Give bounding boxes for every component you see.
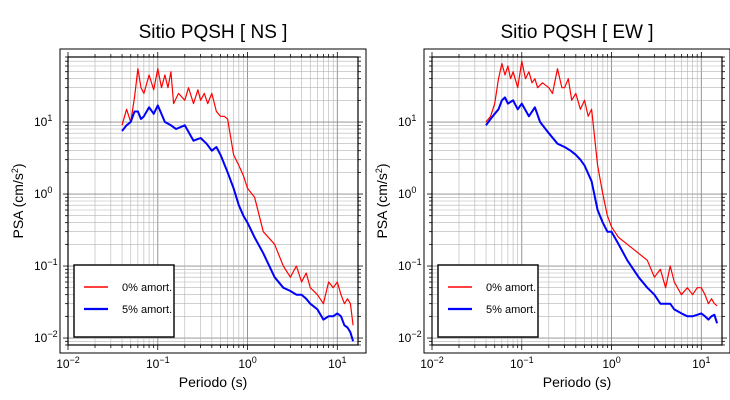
x-tick-label: 10−2 (420, 355, 444, 371)
x-tick-exp: 0 (252, 355, 257, 365)
y-tick-label: 101 (398, 113, 416, 129)
legend-label: 0% amort. (486, 282, 536, 294)
chart-title: Sitio PQSH [ NS ] (139, 22, 288, 43)
y-tick-label: 101 (34, 113, 52, 129)
outer-frame (59, 48, 367, 354)
y-tick-label: 100 (34, 185, 52, 201)
x-tick-base: 10 (238, 357, 252, 371)
legend-box (73, 264, 175, 338)
y-axis-label-main: PSA (cm/s (374, 173, 390, 238)
x-axis-label: Periodo (s) (179, 374, 247, 390)
y-tick-exp: −1 (47, 257, 57, 267)
x-tick-exp: −2 (70, 355, 80, 365)
x-tick-exp: −1 (523, 355, 533, 365)
x-tick-label: 100 (238, 355, 256, 371)
x-tick-exp: 0 (616, 355, 621, 365)
x-tick-label: 101 (328, 355, 346, 371)
series-line-amort-5 (121, 104, 355, 342)
y-tick-exp: 1 (411, 113, 416, 123)
y-tick-base: 10 (34, 115, 48, 129)
y-axis-label-main: PSA (cm/s (10, 173, 26, 238)
y-axis-label: PSA (cm/s2) (374, 163, 390, 238)
x-tick-exp: −1 (159, 355, 169, 365)
y-tick-base: 10 (398, 259, 412, 273)
series-line-amort-0 (121, 68, 354, 326)
y-tick-label: 10−1 (34, 257, 58, 273)
y-axis-label: PSA (cm/s2) (10, 163, 26, 238)
legend-label: 0% amort. (122, 282, 172, 294)
x-tick-label: 10−2 (56, 355, 80, 371)
x-tick-base: 10 (146, 357, 160, 371)
y-tick-label: 10−2 (34, 329, 58, 345)
y-axis-label-close: ) (374, 163, 390, 168)
y-tick-label: 10−2 (398, 329, 422, 345)
legend-box (437, 264, 539, 338)
x-axis-label: Periodo (s) (543, 374, 611, 390)
y-tick-exp: −2 (47, 329, 57, 339)
legend: 0% amort. 5% amort. (437, 264, 539, 338)
x-tick-base: 10 (328, 357, 342, 371)
y-axis-label-close: ) (10, 163, 26, 168)
grid-lines (432, 57, 722, 345)
plot-frame (431, 56, 723, 346)
y-axis-label-sup: 2 (374, 168, 384, 173)
y-axis-label-sup: 2 (10, 168, 20, 173)
y-tick-base: 10 (398, 331, 412, 345)
y-tick-exp: −2 (411, 329, 421, 339)
series-line-amort-5 (485, 96, 719, 324)
y-tick-label: 100 (398, 185, 416, 201)
plot-frame (67, 56, 359, 346)
x-tick-base: 10 (56, 357, 70, 371)
x-tick-label: 100 (602, 355, 620, 371)
y-tick-label: 10−1 (398, 257, 422, 273)
y-tick-base: 10 (34, 331, 48, 345)
legend-label: 5% amort. (122, 304, 172, 316)
outer-frame (423, 48, 730, 354)
y-tick-base: 10 (34, 187, 48, 201)
y-tick-exp: −1 (411, 257, 421, 267)
y-tick-base: 10 (398, 115, 412, 129)
x-tick-label: 10−1 (510, 355, 534, 371)
x-tick-base: 10 (602, 357, 616, 371)
x-tick-label: 10−1 (146, 355, 170, 371)
y-tick-exp: 1 (47, 113, 52, 123)
series-group (121, 68, 355, 342)
legend-label: 5% amort. (486, 304, 536, 316)
x-tick-label: 101 (692, 355, 710, 371)
x-tick-base: 10 (692, 357, 706, 371)
x-tick-exp: −2 (434, 355, 444, 365)
chart-title: Sitio PQSH [ EW ] (500, 22, 653, 43)
y-tick-base: 10 (398, 187, 412, 201)
y-tick-base: 10 (34, 259, 48, 273)
x-tick-exp: 1 (341, 355, 346, 365)
series-group (485, 60, 719, 324)
y-tick-exp: 0 (47, 185, 52, 195)
tick-marks (427, 52, 727, 350)
legend: 0% amort. 5% amort. (73, 264, 175, 338)
x-tick-exp: 1 (705, 355, 710, 365)
x-tick-base: 10 (420, 357, 434, 371)
x-tick-base: 10 (510, 357, 524, 371)
y-tick-exp: 0 (411, 185, 416, 195)
series-line-amort-0 (485, 60, 718, 307)
